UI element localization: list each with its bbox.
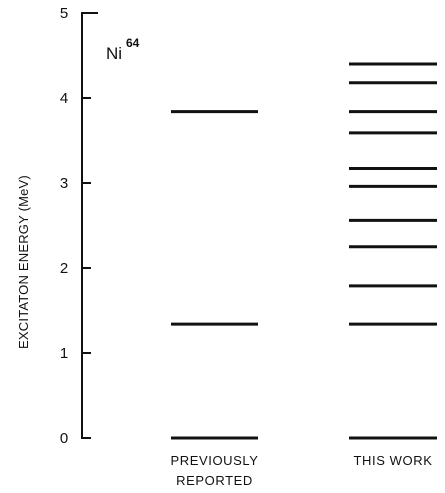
energy-levels [171,62,437,440]
column-labels: PREVIOUSLY REPORTED THIS WORK [170,453,432,488]
y-tick-label-5: 5 [60,5,68,22]
column-label-1-line-1: PREVIOUSLY [170,453,258,468]
y-tick-label-3: 3 [60,175,68,192]
y-tick-label-1: 1 [60,345,68,362]
y-axis: 0 1 2 3 4 5 [60,5,98,447]
nucleus-label: Ni 64 [106,36,140,63]
nucleus-mass-number: 64 [126,36,140,50]
y-tick-label-2: 2 [60,260,68,277]
column-label-2-line-1: THIS WORK [353,453,432,468]
y-tick-label-4: 4 [60,90,68,107]
column-label-1-line-2: REPORTED [176,473,253,488]
nucleus-symbol: Ni [106,44,122,63]
y-axis-title: EXCITATON ENERGY (MeV) [16,175,31,349]
y-tick-label-0: 0 [60,430,68,447]
